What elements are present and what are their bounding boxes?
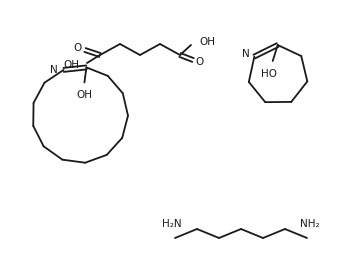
Text: N: N xyxy=(50,65,58,75)
Text: NH₂: NH₂ xyxy=(300,219,320,229)
Text: OH: OH xyxy=(63,60,79,70)
Text: N: N xyxy=(242,49,249,59)
Text: O: O xyxy=(196,57,204,67)
Text: O: O xyxy=(74,43,82,53)
Text: HO: HO xyxy=(261,69,277,79)
Text: OH: OH xyxy=(76,90,92,100)
Text: H₂N: H₂N xyxy=(162,219,182,229)
Text: OH: OH xyxy=(199,37,215,47)
